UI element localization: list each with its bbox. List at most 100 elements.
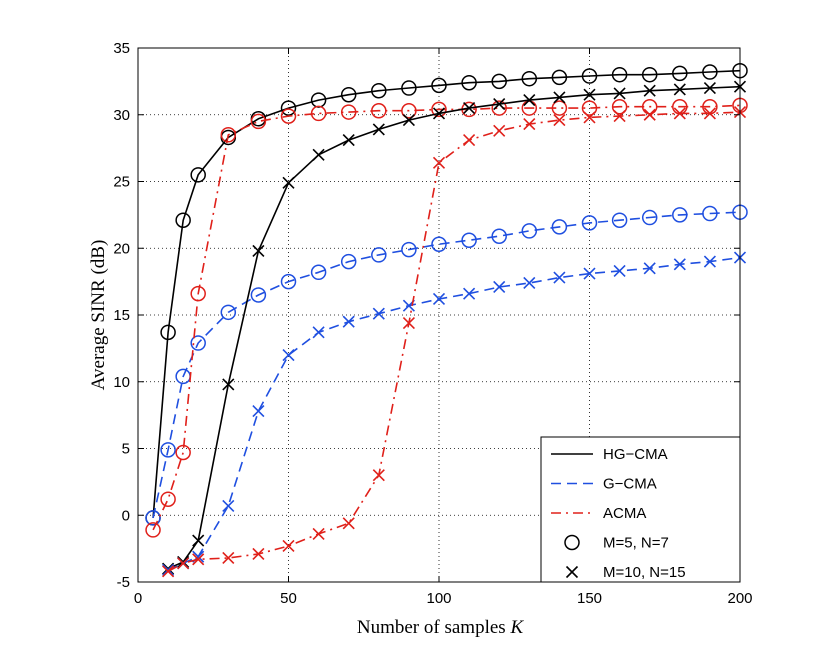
data-point-x-stroke — [222, 551, 235, 565]
series-layer — [145, 62, 748, 578]
legend-box — [540, 436, 741, 583]
data-point-x — [342, 517, 355, 530]
data-point-x — [643, 84, 656, 97]
data-point-circle — [491, 228, 507, 244]
data-point-circle — [220, 304, 237, 321]
data-point-circle — [551, 219, 568, 235]
legend: HG−CMA G−CMA ACMA M=5, N=7 M=10, N=15 — [540, 436, 741, 583]
data-point-circle — [491, 73, 507, 90]
data-point-x-stroke — [493, 98, 506, 111]
data-point-circle — [371, 247, 387, 263]
data-point-circle — [310, 105, 327, 122]
series-5 — [162, 106, 747, 578]
data-point-x-stroke — [523, 276, 536, 290]
data-point-circle — [250, 287, 267, 303]
data-point-x — [162, 562, 175, 575]
data-point-circle — [340, 104, 357, 120]
data-point-x — [342, 134, 355, 147]
data-point-x — [252, 244, 265, 257]
data-point-x — [493, 124, 506, 137]
data-point-x-stroke — [432, 107, 446, 120]
data-point-x-stroke — [312, 148, 325, 161]
y-tick-label: 25 — [113, 174, 130, 191]
x-tick-label: 50 — [280, 590, 297, 607]
series-line — [152, 104, 741, 531]
data-point-x-stroke — [372, 469, 385, 482]
data-point-x — [312, 527, 325, 541]
data-point-x-stroke — [583, 88, 596, 101]
data-point-x-stroke — [673, 107, 686, 120]
data-point-x-stroke — [463, 287, 476, 300]
data-point-circle — [431, 236, 447, 252]
data-point-x-stroke — [312, 527, 325, 541]
data-point-x-stroke — [342, 134, 355, 147]
legend-marker-x-stroke — [565, 565, 579, 579]
data-point-circle — [280, 108, 297, 124]
y-tick-label: 0 — [122, 507, 130, 524]
data-point-x — [523, 93, 536, 107]
data-point-x — [432, 156, 446, 169]
legend-marker-circle — [564, 534, 580, 551]
data-point-x — [222, 499, 235, 512]
data-point-circle — [160, 491, 176, 507]
data-point-x — [312, 148, 325, 161]
data-point-circle — [702, 205, 718, 222]
data-point-x — [703, 81, 716, 95]
legend-label: G−CMA — [603, 476, 657, 493]
data-point-x — [222, 378, 235, 391]
data-point-circle — [340, 253, 357, 270]
data-point-x-stroke — [282, 348, 295, 362]
y-axis-label: Average SINR (dB) — [88, 240, 109, 391]
data-point-x-stroke — [282, 176, 295, 189]
data-point-x — [372, 469, 385, 482]
data-point-x — [613, 264, 626, 278]
data-point-x — [553, 271, 566, 284]
data-point-circle — [581, 215, 598, 231]
data-point-x-stroke — [177, 557, 190, 570]
data-point-circle — [672, 65, 688, 82]
data-point-circle — [551, 100, 568, 116]
data-point-circle — [431, 101, 447, 118]
data-point-x-stroke — [342, 315, 355, 328]
series-3 — [162, 80, 747, 575]
data-point-circle — [250, 113, 267, 130]
data-point-x — [312, 326, 325, 339]
data-point-circle — [521, 223, 538, 239]
data-point-x-stroke — [192, 534, 205, 547]
data-point-x-stroke — [463, 102, 476, 115]
data-point-circle — [310, 264, 327, 281]
y-tick-label: 30 — [113, 107, 130, 124]
data-point-x-stroke — [162, 563, 175, 577]
data-point-x-stroke — [402, 316, 415, 330]
data-point-x-stroke — [282, 539, 295, 553]
data-point-x-stroke — [703, 107, 716, 120]
data-point-x — [553, 114, 566, 127]
data-point-x — [162, 563, 175, 577]
data-point-circle — [190, 285, 206, 302]
data-point-x — [463, 134, 476, 147]
data-point-x-stroke — [553, 271, 566, 284]
data-point-x-stroke — [372, 307, 385, 320]
data-point-x — [402, 114, 415, 127]
data-point-x-stroke — [177, 555, 190, 569]
data-point-x — [673, 258, 686, 271]
data-point-x-stroke — [402, 114, 415, 127]
series-4 — [162, 251, 747, 577]
data-point-x — [493, 98, 506, 111]
data-point-x-stroke — [643, 84, 656, 97]
data-point-x — [583, 111, 596, 124]
data-point-circle — [551, 69, 568, 86]
x-tick-label: 150 — [577, 590, 602, 607]
data-point-x — [177, 557, 190, 570]
x-axis-label: Number of samples K — [357, 617, 525, 638]
data-point-x-stroke — [222, 499, 235, 512]
data-point-x — [342, 315, 355, 328]
data-point-x — [282, 539, 295, 553]
data-point-x-stroke — [463, 134, 476, 147]
y-tick-label: 15 — [113, 307, 130, 324]
data-point-circle — [581, 100, 598, 116]
data-point-x-stroke — [252, 405, 265, 418]
legend-label: ACMA — [603, 505, 646, 522]
data-point-x-stroke — [643, 108, 656, 121]
data-point-circle — [491, 100, 507, 116]
